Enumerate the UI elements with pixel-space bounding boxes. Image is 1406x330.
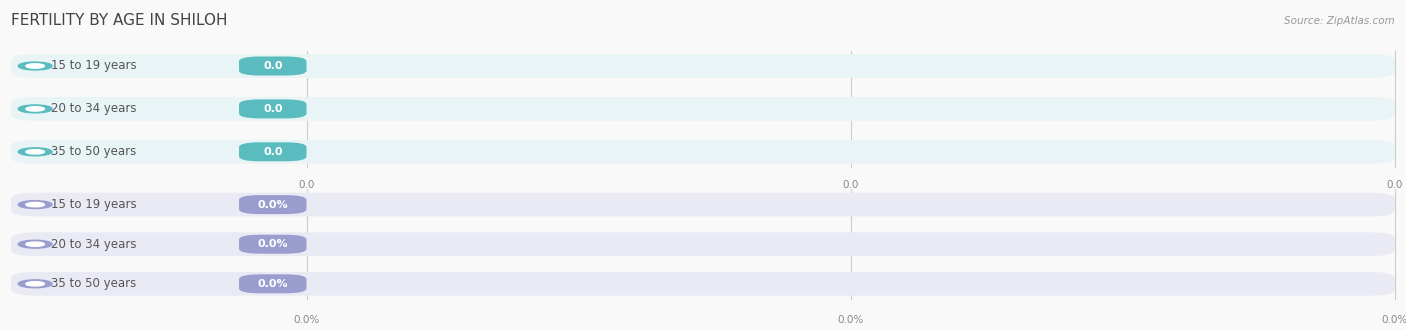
Circle shape [25, 202, 45, 207]
Circle shape [25, 281, 45, 286]
Text: 0.0: 0.0 [263, 104, 283, 114]
Text: 0.0%: 0.0% [257, 279, 288, 289]
Text: 0.0%: 0.0% [1382, 315, 1406, 325]
Text: Source: ZipAtlas.com: Source: ZipAtlas.com [1284, 16, 1395, 26]
Circle shape [18, 148, 52, 156]
FancyBboxPatch shape [11, 193, 1395, 216]
Text: 20 to 34 years: 20 to 34 years [51, 102, 136, 115]
Text: 0.0%: 0.0% [838, 315, 863, 325]
Circle shape [18, 62, 52, 70]
Text: 20 to 34 years: 20 to 34 years [51, 238, 136, 251]
Circle shape [18, 201, 52, 209]
Text: 0.0: 0.0 [263, 61, 283, 71]
Text: 15 to 19 years: 15 to 19 years [51, 198, 136, 211]
Circle shape [18, 280, 52, 288]
Text: 0.0%: 0.0% [257, 239, 288, 249]
FancyBboxPatch shape [239, 99, 307, 118]
FancyBboxPatch shape [11, 140, 1395, 164]
Text: 35 to 50 years: 35 to 50 years [51, 145, 136, 158]
Text: 0.0%: 0.0% [294, 315, 319, 325]
FancyBboxPatch shape [239, 142, 307, 161]
Circle shape [25, 107, 45, 111]
FancyBboxPatch shape [239, 235, 307, 254]
FancyBboxPatch shape [11, 272, 1395, 296]
Circle shape [25, 242, 45, 247]
Text: 0.0: 0.0 [842, 180, 859, 190]
FancyBboxPatch shape [239, 195, 307, 214]
Text: 0.0: 0.0 [1386, 180, 1403, 190]
Text: 35 to 50 years: 35 to 50 years [51, 277, 136, 290]
FancyBboxPatch shape [11, 232, 1395, 256]
Text: 0.0: 0.0 [263, 147, 283, 157]
Text: 0.0%: 0.0% [257, 200, 288, 210]
Text: 15 to 19 years: 15 to 19 years [51, 59, 136, 73]
Circle shape [18, 105, 52, 113]
Circle shape [25, 149, 45, 154]
Text: FERTILITY BY AGE IN SHILOH: FERTILITY BY AGE IN SHILOH [11, 13, 228, 28]
FancyBboxPatch shape [239, 274, 307, 293]
Circle shape [25, 64, 45, 68]
Text: 0.0: 0.0 [298, 180, 315, 190]
FancyBboxPatch shape [11, 97, 1395, 121]
Circle shape [18, 240, 52, 248]
FancyBboxPatch shape [239, 56, 307, 76]
FancyBboxPatch shape [11, 54, 1395, 78]
